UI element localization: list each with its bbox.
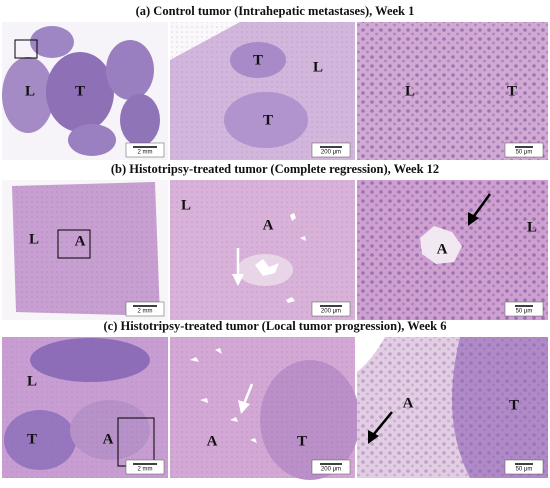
tissue-label: T	[263, 112, 273, 128]
tissue-label: L	[25, 83, 35, 99]
scale-bar-label: 2 mm	[138, 150, 153, 156]
tissue-label: T	[75, 83, 85, 99]
scale-bar-label: 2 mm	[138, 309, 153, 315]
panel: L T 50 μm	[357, 22, 548, 160]
panel: L T A 2 mm	[2, 337, 168, 478]
scale-bar-label: 50 μm	[516, 309, 533, 315]
scale-bar-label: 2 mm	[138, 467, 153, 473]
tissue-label: A	[75, 233, 86, 249]
tissue-label: L	[527, 219, 537, 235]
panel: L T 2 mm	[2, 22, 168, 160]
tissue-label: A	[103, 431, 114, 447]
tissue-label: A	[263, 217, 274, 233]
tissue-label: L	[181, 197, 191, 213]
tissue-label: T	[509, 397, 519, 413]
tissue-label: L	[29, 231, 39, 247]
tissue-label: T	[27, 431, 37, 447]
scale-bar-label: 200 μm	[321, 150, 341, 156]
scale-bar-label: 50 μm	[516, 467, 533, 473]
tissue-label: L	[313, 59, 323, 75]
panel: L A 200 μm	[170, 180, 355, 320]
tissue-label: A	[403, 395, 414, 411]
panel: L A 2 mm	[2, 180, 168, 320]
tissue-label: T	[507, 83, 517, 99]
panel: T L T 200 μm	[170, 22, 355, 160]
scale-bar-label: 200 μm	[321, 309, 341, 315]
tissue-label: L	[27, 373, 37, 389]
scale-bar-label: 200 μm	[321, 467, 341, 473]
tissue-label: A	[207, 433, 218, 449]
row-title: (c) Histotripsy-treated tumor (Local tum…	[103, 319, 446, 333]
panel: A T 50 μm	[357, 337, 548, 478]
tissue-label: T	[253, 52, 263, 68]
row-title: (a) Control tumor (Intrahepatic metastas…	[136, 4, 415, 18]
scale-bar-label: 50 μm	[516, 150, 533, 156]
tissue-label: L	[405, 83, 415, 99]
tissue-label: T	[297, 433, 307, 449]
tissue-label: A	[437, 241, 448, 257]
panel: A T 200 μm	[170, 337, 360, 480]
panel: A L 50 μm	[357, 180, 548, 320]
row-title: (b) Histotripsy-treated tumor (Complete …	[111, 162, 439, 176]
